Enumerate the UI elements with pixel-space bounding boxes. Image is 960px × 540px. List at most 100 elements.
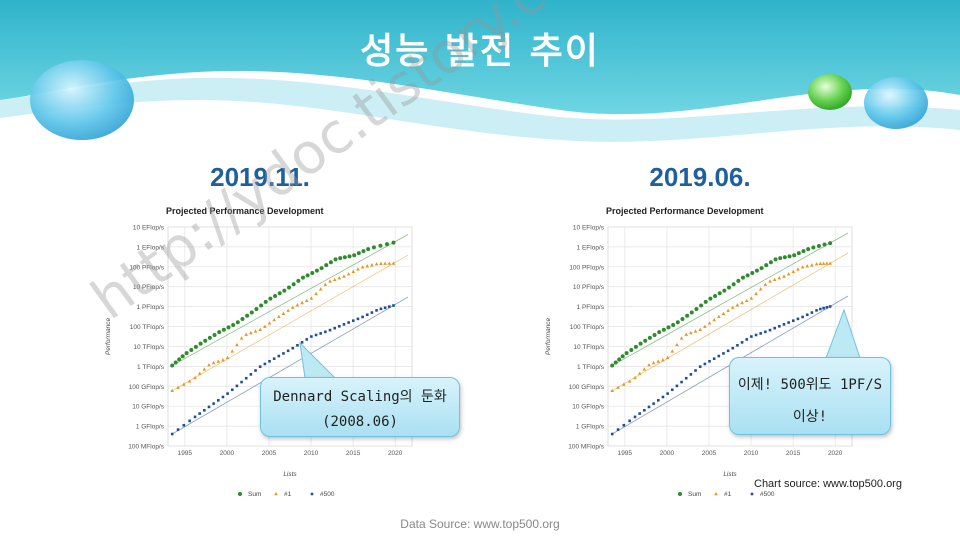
data-point-top500 [801, 315, 804, 319]
data-point-top500 [212, 402, 215, 405]
data-point-top500 [633, 415, 637, 419]
data-point-top1 [356, 267, 360, 271]
data-point-top1 [258, 327, 262, 332]
data-point-top500 [661, 395, 665, 399]
data-point-sum [207, 335, 212, 340]
x-tick-label: 2010 [304, 450, 319, 457]
right-callout: 이제! 500위도 1PF/S 이상! [729, 357, 891, 435]
data-point-sum [620, 354, 625, 359]
data-point-top500 [782, 323, 786, 326]
data-point-sum [300, 275, 305, 280]
data-point-sum [745, 273, 750, 278]
data-point-top1 [346, 272, 351, 276]
data-point-top1 [337, 276, 342, 280]
data-point-top1 [170, 388, 175, 392]
data-point-top500 [324, 330, 327, 334]
data-point-sum [703, 299, 708, 304]
y-tick-label: 10 EFlop/s [573, 225, 605, 232]
data-point-top1 [182, 382, 186, 386]
data-point-top500 [726, 349, 730, 353]
data-source-note: Data Source: www.top500.org [400, 517, 560, 531]
x-tick-label: 1995 [618, 450, 633, 457]
data-point-sum [750, 270, 755, 275]
x-tick-label: 2020 [828, 450, 843, 457]
data-point-sum [212, 332, 217, 337]
data-point-top1 [721, 311, 726, 315]
data-point-sum [675, 320, 680, 325]
data-point-top1 [187, 379, 192, 383]
legend-marker-sum [238, 492, 242, 496]
data-point-sum [666, 325, 671, 330]
data-point-top1 [627, 379, 632, 383]
data-point-sum [180, 354, 185, 359]
data-point-sum [333, 257, 338, 262]
data-point-top500 [170, 432, 174, 436]
data-point-top500 [740, 341, 744, 344]
data-point-top500 [370, 311, 374, 314]
y-tick-label: 1 EFlop/s [577, 244, 605, 251]
data-point-top1 [309, 296, 314, 300]
data-point-top500 [657, 399, 660, 402]
data-point-sum [391, 240, 396, 245]
data-point-sum [671, 323, 676, 328]
data-point-sum [231, 323, 236, 328]
legend-label: #500 [320, 491, 335, 498]
data-point-top500 [203, 408, 206, 412]
data-point-sum [235, 320, 240, 325]
data-point-top500 [379, 307, 383, 311]
data-point-top500 [277, 354, 281, 358]
x-tick-label: 2005 [702, 450, 717, 457]
data-point-sum [778, 256, 783, 261]
legend-marker-top1 [274, 492, 278, 496]
data-point-top1 [202, 367, 207, 371]
data-point-top500 [712, 357, 716, 360]
data-point-sum [828, 241, 833, 246]
data-point-top1 [263, 324, 267, 328]
data-point-sum [638, 341, 643, 346]
data-point-top1 [272, 317, 276, 322]
data-point-top500 [351, 319, 355, 322]
data-point-sum [282, 288, 287, 293]
data-point-sum [708, 296, 713, 301]
data-point-top1 [754, 291, 758, 296]
data-point-top1 [675, 342, 679, 347]
left-callout-line-2: (2008.06) [322, 414, 398, 430]
data-point-top500 [240, 380, 243, 384]
data-point-top1 [379, 261, 383, 265]
data-point-sum [811, 245, 816, 250]
data-point-top1 [656, 359, 661, 363]
data-point-sum [347, 254, 352, 259]
data-point-top500 [805, 313, 809, 317]
data-point-sum [342, 255, 347, 260]
data-point-top1 [689, 330, 693, 335]
data-point-top1 [633, 375, 637, 380]
data-point-top1 [665, 355, 670, 360]
data-point-sum [754, 268, 759, 273]
y-tick-label: 10 EFlop/s [133, 225, 165, 232]
data-point-top500 [810, 311, 814, 314]
data-point-sum [273, 293, 278, 298]
data-point-top1 [651, 360, 656, 365]
x-tick-label: 2015 [346, 450, 361, 457]
data-point-top1 [267, 321, 272, 325]
y-tick-label: 1 GFlop/s [576, 424, 605, 431]
data-point-top1 [207, 363, 211, 367]
data-point-top500 [825, 306, 829, 309]
data-point-top1 [810, 263, 814, 267]
data-point-top500 [310, 335, 313, 338]
data-point-sum [314, 268, 319, 273]
data-point-sum [328, 260, 333, 265]
data-point-sum [371, 245, 376, 250]
data-point-top500 [235, 384, 239, 388]
data-point-top1 [786, 272, 791, 276]
data-point-sum [787, 254, 792, 259]
y-tick-label: 10 GFlop/s [572, 404, 605, 411]
data-point-top1 [670, 349, 675, 353]
legend-marker-top500 [750, 492, 754, 496]
data-point-top500 [383, 306, 387, 310]
data-point-sum [629, 348, 634, 353]
data-point-sum [624, 351, 629, 356]
data-point-sum [661, 327, 666, 332]
data-point-sum [189, 348, 194, 353]
x-tick-label: 2015 [786, 450, 801, 457]
